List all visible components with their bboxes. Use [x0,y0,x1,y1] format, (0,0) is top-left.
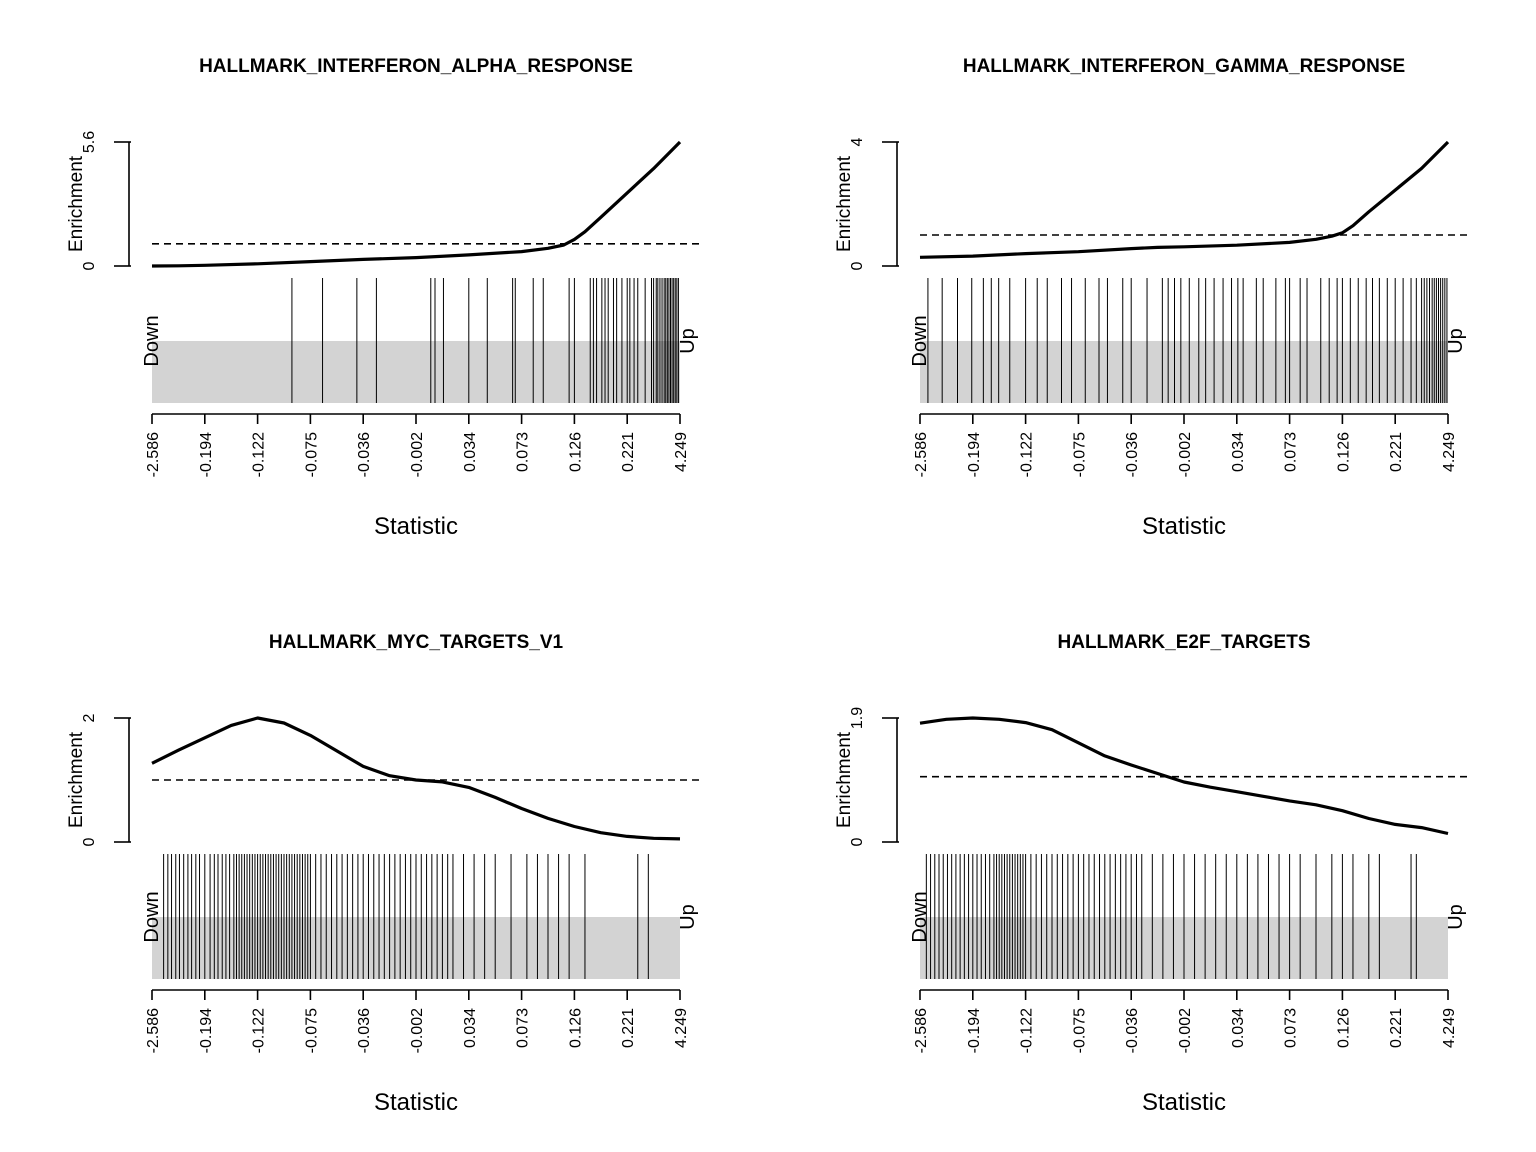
y-axis-label: Enrichment [66,731,87,828]
x-tick-label: 0.126 [1335,1008,1352,1048]
up-label: Up [1445,328,1467,354]
chart-panel-4: HALLMARK_E2F_TARGETS 0 1.9 Enrichment Down Up… [834,632,1468,1116]
enrichment-curve [151,140,682,268]
y-tick-label: 5.6 [81,131,98,153]
down-label: Down [909,891,931,942]
x-tick-label: 0.073 [1283,1008,1300,1048]
x-tick-label: -0.194 [198,432,215,477]
chart-panel-1: HALLMARK_INTERFERON_ALPHA_RESPONSE 0 5.6 En… [66,56,700,540]
x-tick-label: 0.073 [1283,432,1300,472]
x-axis-label: Statistic [1142,513,1226,540]
x-tick-label: -0.122 [1019,1008,1036,1053]
x-tick-label: -0.075 [1071,1008,1088,1053]
x-tick-label: 4.249 [673,432,690,472]
x-tick-label: -0.002 [409,432,426,477]
x-tick-label: 4.249 [1441,1008,1458,1048]
x-tick-label: -0.036 [356,432,373,477]
x-tick-label: 4.249 [1441,432,1458,472]
y-axis-label: Enrichment [66,155,87,252]
x-tick-label: 0.073 [515,1008,532,1048]
up-label: Up [1445,904,1467,930]
x-tick-label: 0.221 [1388,432,1405,472]
x-tick-label: -0.122 [251,1008,268,1053]
x-tick-label: -0.122 [1019,432,1036,477]
chart-title: HALLMARK_E2F_TARGETS [1058,632,1311,653]
x-tick-label: -2.586 [145,1008,162,1053]
y-axis-label: Enrichment [834,155,855,252]
x-tick-label: -0.036 [1124,432,1141,477]
down-label: Down [141,315,163,366]
x-tick-label: -0.002 [409,1008,426,1053]
down-label: Down [909,315,931,366]
x-axis-label: Statistic [1142,1089,1226,1116]
x-tick-label: -2.586 [913,432,930,477]
x-tick-label: 0.126 [567,1008,584,1048]
enrichment-curve [919,716,1449,836]
x-axis-label: Statistic [374,513,458,540]
x-tick-label: -2.586 [145,432,162,477]
x-tick-label: 0.221 [620,1008,637,1048]
x-tick-label: -0.194 [198,1008,215,1053]
y-tick-label: 0 [849,837,866,846]
down-label: Down [141,891,163,942]
x-tick-label: -0.075 [303,1008,320,1053]
x-tick-label: 0.221 [1388,1008,1405,1048]
barcode-background [920,341,1448,403]
chart-panel-2: HALLMARK_INTERFERON_GAMMA_RESPONSE 0 4 Enri… [834,56,1468,540]
x-tick-label: -2.586 [913,1008,930,1053]
y-tick-label: 0 [849,261,866,270]
y-tick-label: 4 [849,137,866,146]
y-axis-label: Enrichment [834,731,855,828]
enrichment-curve [919,140,1450,259]
x-tick-label: 0.034 [462,1008,479,1048]
x-tick-label: 0.126 [1335,432,1352,472]
x-tick-label: 0.034 [1230,1008,1247,1048]
x-tick-label: -0.002 [1177,1008,1194,1053]
x-tick-label: -0.002 [1177,432,1194,477]
x-tick-label: -0.194 [966,432,983,477]
x-axis-label: Statistic [374,1089,458,1116]
y-tick-label: 0 [81,261,98,270]
x-tick-label: 0.126 [567,432,584,472]
chart-title: HALLMARK_INTERFERON_ALPHA_RESPONSE [199,56,633,77]
barcode-background [152,341,680,403]
y-tick-label: 0 [81,837,98,846]
x-tick-label: 0.034 [1230,432,1247,472]
chart-title: HALLMARK_MYC_TARGETS_V1 [269,632,564,653]
x-tick-label: -0.036 [1124,1008,1141,1053]
x-tick-label: -0.036 [356,1008,373,1053]
x-tick-label: 0.034 [462,432,479,472]
x-tick-label: -0.194 [966,1008,983,1053]
chart-title: HALLMARK_INTERFERON_GAMMA_RESPONSE [963,56,1405,77]
x-tick-label: 0.221 [620,432,637,472]
x-tick-label: 4.249 [673,1008,690,1048]
chart-panel-3: HALLMARK_MYC_TARGETS_V1 0 2 Enrichment Down U… [66,632,700,1116]
x-tick-label: -0.075 [1071,432,1088,477]
x-tick-label: -0.122 [251,432,268,477]
y-tick-label: 2 [81,713,98,722]
up-label: Up [677,328,699,354]
up-label: Up [677,904,699,930]
x-tick-label: 0.073 [515,432,532,472]
y-tick-label: 1.9 [849,707,866,729]
enrichment-curve [151,716,681,841]
x-tick-label: -0.075 [303,432,320,477]
